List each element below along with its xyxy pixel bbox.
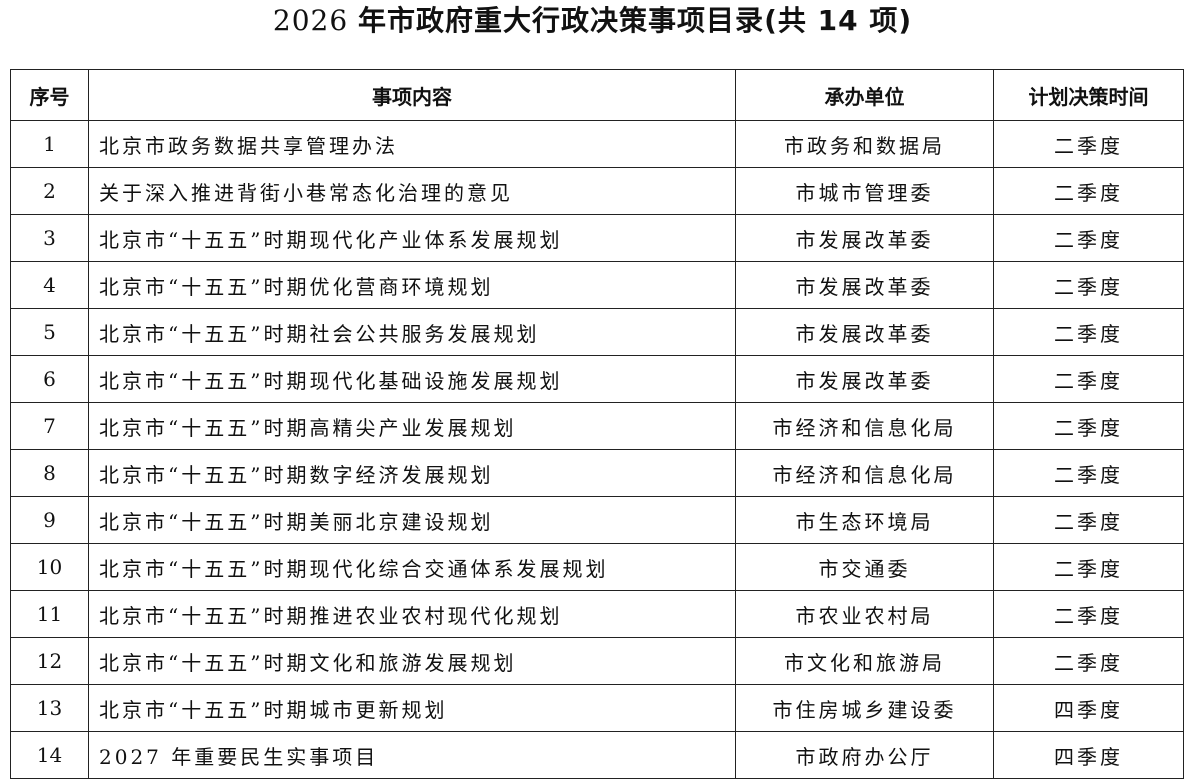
row-unit: 市发展改革委 [735,261,994,309]
row-number: 2 [10,167,89,215]
row-item: 关于深入推进背街小巷常态化治理的意见 [88,167,736,215]
row-item: 北京市“十五五”时期现代化基础设施发展规划 [88,355,736,403]
row-number: 10 [10,543,89,591]
row-number: 12 [10,637,89,685]
table-row: 2 关于深入推进背街小巷常态化治理的意见 市城市管理委 二季度 [10,167,1184,215]
table-row: 3 北京市“十五五”时期现代化产业体系发展规划 市发展改革委 二季度 [10,214,1184,262]
row-time: 二季度 [993,496,1184,544]
row-time: 二季度 [993,120,1184,168]
row-time: 二季度 [993,214,1184,262]
row-number: 3 [10,214,89,262]
row-number: 1 [10,120,89,168]
row-unit: 市发展改革委 [735,214,994,262]
table-row: 4 北京市“十五五”时期优化营商环境规划 市发展改革委 二季度 [10,261,1184,309]
header-item: 事项内容 [88,69,736,121]
row-time: 四季度 [993,731,1184,779]
table-row: 10 北京市“十五五”时期现代化综合交通体系发展规划 市交通委 二季度 [10,543,1184,591]
row-number: 8 [10,449,89,497]
row-unit: 市文化和旅游局 [735,637,994,685]
header-unit: 承办单位 [735,69,994,121]
table-row: 11 北京市“十五五”时期推进农业农村现代化规划 市农业农村局 二季度 [10,590,1184,638]
table-row: 13 北京市“十五五”时期城市更新规划 市住房城乡建设委 四季度 [10,684,1184,732]
row-item: 北京市“十五五”时期数字经济发展规划 [88,449,736,497]
row-item: 北京市“十五五”时期文化和旅游发展规划 [88,637,736,685]
row-number: 14 [10,731,89,779]
row-unit: 市生态环境局 [735,496,994,544]
table-row: 5 北京市“十五五”时期社会公共服务发展规划 市发展改革委 二季度 [10,308,1184,356]
row-time: 二季度 [993,402,1184,450]
row-item: 北京市“十五五”时期社会公共服务发展规划 [88,308,736,356]
row-unit: 市城市管理委 [735,167,994,215]
table-row: 9 北京市“十五五”时期美丽北京建设规划 市生态环境局 二季度 [10,496,1184,544]
row-time: 二季度 [993,308,1184,356]
row-unit: 市发展改革委 [735,355,994,403]
row-item: 北京市“十五五”时期现代化产业体系发展规划 [88,214,736,262]
title-main: 年市政府重大行政决策事项目录 [358,4,765,37]
row-item: 2027 年重要民生实事项目 [88,731,736,779]
row-time: 二季度 [993,261,1184,309]
row-time: 四季度 [993,684,1184,732]
page-title: 2026 年市政府重大行政决策事项目录(共 14 项) [0,0,1185,42]
row-unit: 市农业农村局 [735,590,994,638]
row-unit: 市交通委 [735,543,994,591]
row-number: 5 [10,308,89,356]
title-count: (共 14 项) [764,4,913,37]
row-time: 二季度 [993,167,1184,215]
row-item: 北京市“十五五”时期城市更新规划 [88,684,736,732]
row-item: 北京市“十五五”时期优化营商环境规划 [88,261,736,309]
row-time: 二季度 [993,590,1184,638]
table-row: 7 北京市“十五五”时期高精尖产业发展规划 市经济和信息化局 二季度 [10,402,1184,450]
table-row: 1 北京市政务数据共享管理办法 市政务和数据局 二季度 [10,120,1184,168]
table-row: 12 北京市“十五五”时期文化和旅游发展规划 市文化和旅游局 二季度 [10,637,1184,685]
row-unit: 市政务和数据局 [735,120,994,168]
header-number: 序号 [10,69,89,121]
row-item: 北京市政务数据共享管理办法 [88,120,736,168]
row-item: 北京市“十五五”时期现代化综合交通体系发展规划 [88,543,736,591]
title-year: 2026 [272,4,359,37]
row-unit: 市住房城乡建设委 [735,684,994,732]
row-item: 北京市“十五五”时期推进农业农村现代化规划 [88,590,736,638]
row-number: 9 [10,496,89,544]
row-item: 北京市“十五五”时期美丽北京建设规划 [88,496,736,544]
row-number: 4 [10,261,89,309]
row-time: 二季度 [993,355,1184,403]
row-time: 二季度 [993,449,1184,497]
table-row: 14 2027 年重要民生实事项目 市政府办公厅 四季度 [10,731,1184,779]
table-row: 8 北京市“十五五”时期数字经济发展规划 市经济和信息化局 二季度 [10,449,1184,497]
table-row: 6 北京市“十五五”时期现代化基础设施发展规划 市发展改革委 二季度 [10,355,1184,403]
row-unit: 市发展改革委 [735,308,994,356]
header-time: 计划决策时间 [993,69,1184,121]
row-unit: 市政府办公厅 [735,731,994,779]
decision-items-table: 序号 事项内容 承办单位 计划决策时间 1 北京市政务数据共享管理办法 市政务和数据… [10,69,1184,779]
row-time: 二季度 [993,637,1184,685]
row-time: 二季度 [993,543,1184,591]
row-unit: 市经济和信息化局 [735,402,994,450]
row-number: 11 [10,590,89,638]
row-number: 13 [10,684,89,732]
row-unit: 市经济和信息化局 [735,449,994,497]
row-item: 北京市“十五五”时期高精尖产业发展规划 [88,402,736,450]
table-header-row: 序号 事项内容 承办单位 计划决策时间 [10,69,1184,121]
row-number: 7 [10,402,89,450]
row-number: 6 [10,355,89,403]
